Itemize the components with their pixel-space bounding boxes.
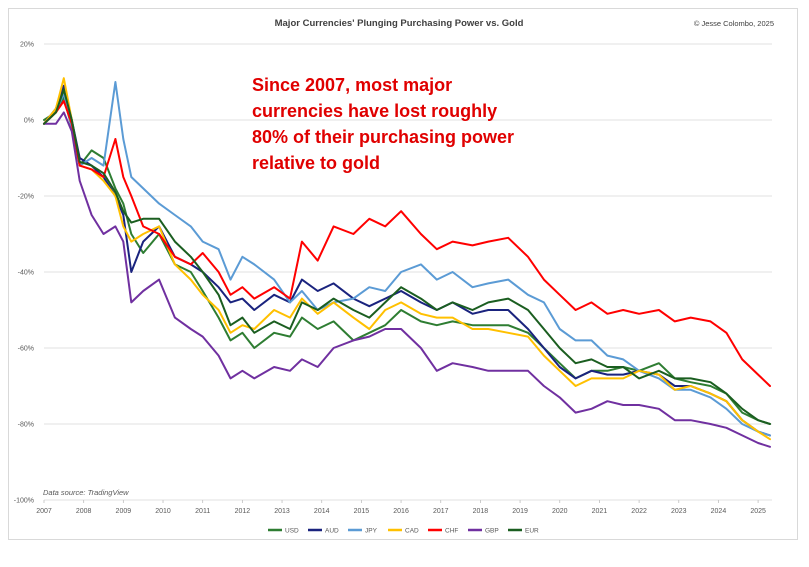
legend-item-usd: USD (268, 528, 299, 535)
y-tick-label: -40% (18, 270, 34, 277)
chart-title: Major Currencies' Plunging Purchasing Po… (275, 18, 524, 29)
x-tick-label: 2011 (195, 508, 210, 515)
legend-label: AUD (325, 528, 339, 535)
x-tick-label: 2015 (354, 508, 370, 515)
legend-item-jpy: JPY (348, 528, 378, 535)
series-lines (43, 77, 771, 448)
x-tick-label: 2013 (274, 508, 290, 515)
x-tick-label: 2018 (473, 508, 489, 515)
x-axis-ticks: 2007 2008 2009 2010 2011 2012 2013 2014 2015 2016… (36, 500, 766, 515)
y-tick-label: 0% (24, 118, 34, 125)
chart-credit: © Jesse Colombo, 2025 (694, 19, 774, 28)
x-tick-label: 2021 (592, 508, 608, 515)
x-tick-label: 2007 (36, 508, 52, 515)
series-line-gbp (43, 111, 771, 448)
annotation-line-1: Since 2007, most major (252, 75, 452, 95)
series-line-jpy (43, 81, 771, 437)
legend-label: USD (285, 528, 299, 535)
x-tick-label: 2016 (393, 508, 409, 515)
x-tick-label: 2020 (552, 508, 568, 515)
legend-label: CHF (445, 528, 458, 535)
data-source-note: Data source: TradingView (43, 488, 129, 497)
x-tick-label: 2009 (116, 508, 132, 515)
y-axis-ticks: 20% 0% -20% -40% -60% -80% -100% (14, 42, 34, 505)
legend-item-chf: CHF (428, 528, 458, 535)
series-line-chf (43, 100, 771, 387)
legend-item-aud: AUD (308, 528, 339, 535)
x-tick-label: 2023 (671, 508, 687, 515)
x-tick-label: 2010 (155, 508, 171, 515)
legend-label: CAD (405, 528, 419, 535)
annotation-line-2: currencies have lost roughly (252, 101, 497, 121)
annotation-line-3: 80% of their purchasing power (252, 127, 514, 147)
x-tick-label: 2024 (711, 508, 727, 515)
y-tick-label: -100% (14, 498, 34, 505)
series-line-eur (43, 88, 771, 425)
y-tick-label: -80% (18, 422, 34, 429)
y-tick-label: 20% (20, 42, 34, 49)
legend-item-eur: EUR (508, 528, 539, 535)
legend-label: JPY (365, 528, 378, 535)
x-tick-label: 2025 (750, 508, 766, 515)
y-tick-label: -60% (18, 346, 34, 353)
legend-label: EUR (525, 528, 539, 535)
x-tick-label: 2022 (631, 508, 647, 515)
x-tick-label: 2014 (314, 508, 330, 515)
annotation-line-4: relative to gold (252, 153, 380, 173)
legend-item-cad: CAD (388, 528, 419, 535)
series-line-cad (43, 77, 771, 441)
x-tick-label: 2017 (433, 508, 449, 515)
series-line-usd (43, 96, 771, 425)
legend-item-gbp: GBP (468, 528, 499, 535)
x-tick-label: 2012 (235, 508, 251, 515)
grid (44, 43, 772, 501)
chart-frame (8, 8, 798, 540)
legend-label: GBP (485, 528, 499, 535)
x-tick-label: 2008 (76, 508, 92, 515)
legend: USD AUD JPY CAD CHF GBP EUR (268, 528, 539, 535)
y-tick-label: -20% (18, 194, 34, 201)
x-tick-label: 2019 (512, 508, 528, 515)
